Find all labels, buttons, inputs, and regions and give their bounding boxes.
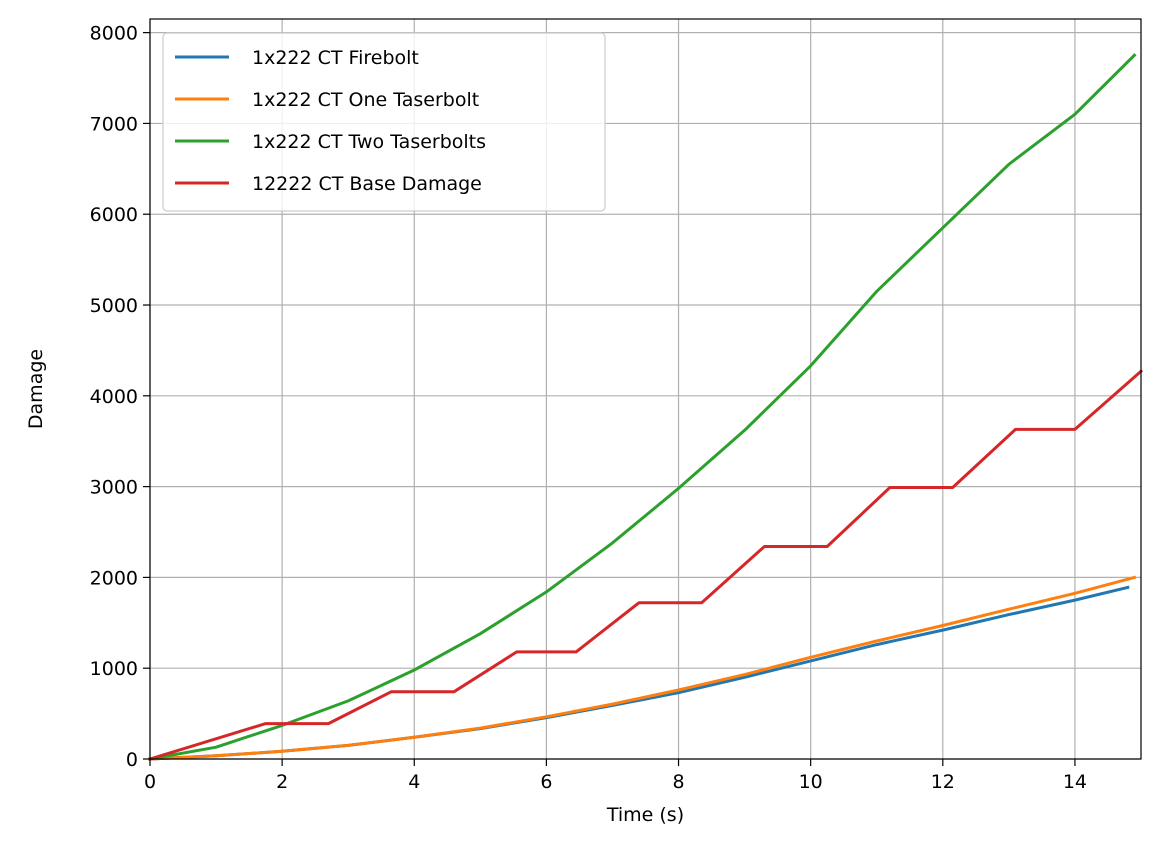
y-tick-label: 6000	[90, 204, 138, 226]
x-tick-label: 2	[276, 771, 288, 793]
legend-label: 1x222 CT Two Taserbolts	[252, 131, 486, 153]
series-line-1	[148, 585, 1130, 761]
y-axis-label: Damage	[25, 349, 47, 429]
x-axis-ticks: 0 2 4 6 8 10 12 14	[144, 759, 1087, 793]
plot-frame	[149, 18, 1142, 760]
x-tick-label: 4	[408, 771, 420, 793]
series-lines	[148, 53, 1144, 761]
legend: 1x222 CT Firebolt 1x222 CT One Taserbolt 1…	[162, 32, 606, 212]
x-tick-label: 14	[1063, 771, 1087, 793]
y-tick-label: 8000	[90, 23, 138, 45]
y-tick-label: 0	[126, 749, 138, 771]
y-tick-label: 1000	[90, 658, 138, 680]
y-axis-ticks: 0 1000 2000 3000 4000 5000 6000 7000 8000	[90, 23, 150, 771]
series-line-4	[148, 369, 1144, 761]
y-tick-label: 4000	[90, 386, 138, 408]
legend-box	[162, 32, 606, 212]
series-line-3	[148, 53, 1137, 761]
series-line-2	[148, 575, 1137, 761]
legend-label: 1x222 CT One Taserbolt	[252, 89, 479, 111]
legend-label: 12222 CT Base Damage	[252, 173, 482, 195]
legend-label: 1x222 CT Firebolt	[252, 47, 419, 69]
y-tick-label: 5000	[90, 295, 138, 317]
y-tick-label: 2000	[90, 567, 138, 589]
x-tick-label: 0	[144, 771, 156, 793]
x-axis-label: Time (s)	[606, 804, 684, 826]
x-tick-label: 8	[672, 771, 684, 793]
y-tick-label: 3000	[90, 477, 138, 499]
grid	[149, 19, 1141, 760]
x-tick-label: 12	[931, 771, 955, 793]
x-tick-label: 6	[540, 771, 552, 793]
x-tick-label: 10	[799, 771, 823, 793]
y-tick-label: 7000	[90, 113, 138, 135]
